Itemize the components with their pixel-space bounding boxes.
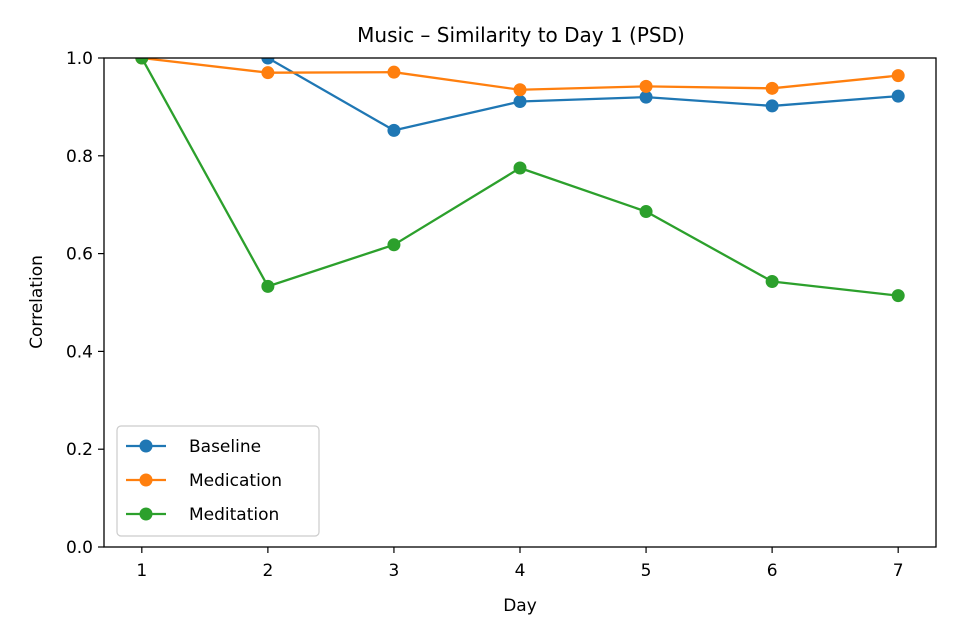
- y-tick-label: 0.4: [66, 342, 93, 362]
- y-tick-label: 0.8: [66, 147, 93, 167]
- legend-label: Baseline: [189, 437, 261, 457]
- data-point-medication: [513, 83, 527, 97]
- data-point-meditation: [891, 289, 905, 303]
- y-tick-label: 0.0: [66, 538, 93, 558]
- y-tick-label: 1.0: [66, 49, 93, 69]
- data-point-meditation: [513, 161, 527, 175]
- series-line-baseline: [266, 58, 900, 132]
- data-point-medication: [261, 66, 275, 80]
- series-baseline: [261, 58, 905, 137]
- data-point-meditation: [387, 238, 401, 252]
- legend-box: [116, 425, 320, 537]
- data-point-baseline: [387, 123, 401, 137]
- data-point-medication: [891, 69, 905, 83]
- y-tick-label: 0.6: [66, 245, 93, 265]
- plot-area: [135, 58, 905, 303]
- data-point-medication: [639, 79, 653, 93]
- legend-marker: [139, 439, 153, 453]
- x-tick-label: 3: [389, 561, 400, 581]
- x-axis-title: Day: [503, 596, 537, 616]
- data-point-baseline: [513, 95, 527, 109]
- legend-label: Meditation: [189, 505, 279, 525]
- legend: Baseline Medication Meditation: [116, 425, 320, 537]
- legend-marker: [139, 507, 153, 521]
- x-tick-label: 2: [262, 561, 273, 581]
- data-point-baseline: [639, 90, 653, 104]
- y-axis-title: Correlation: [27, 255, 47, 349]
- data-point-baseline: [261, 58, 275, 65]
- x-tick-label: 1: [136, 561, 147, 581]
- legend-item-medication: Medication: [126, 471, 282, 491]
- data-point-baseline: [891, 89, 905, 103]
- data-point-meditation: [765, 274, 779, 288]
- data-point-medication: [387, 65, 401, 79]
- data-point-meditation: [261, 279, 275, 293]
- data-point-medication: [765, 81, 779, 95]
- x-tick-label: 6: [767, 561, 778, 581]
- axes-ticks: 1 2 3 4 5 6 7 0.0 0.2 0.4 0.6 0.8 1.0: [66, 49, 904, 581]
- x-tick-label: 5: [641, 561, 652, 581]
- data-point-meditation: [639, 205, 653, 219]
- x-tick-label: 4: [515, 561, 526, 581]
- data-point-meditation: [135, 58, 149, 65]
- legend-item-meditation: Meditation: [126, 505, 279, 525]
- legend-item-baseline: Baseline: [126, 437, 261, 457]
- legend-marker: [139, 473, 153, 487]
- legend-label: Medication: [189, 471, 282, 491]
- y-tick-label: 0.2: [66, 440, 93, 460]
- series-meditation: [135, 58, 905, 303]
- data-point-baseline: [765, 99, 779, 113]
- x-tick-label: 7: [893, 561, 904, 581]
- chart-title: Music – Similarity to Day 1 (PSD): [357, 23, 685, 47]
